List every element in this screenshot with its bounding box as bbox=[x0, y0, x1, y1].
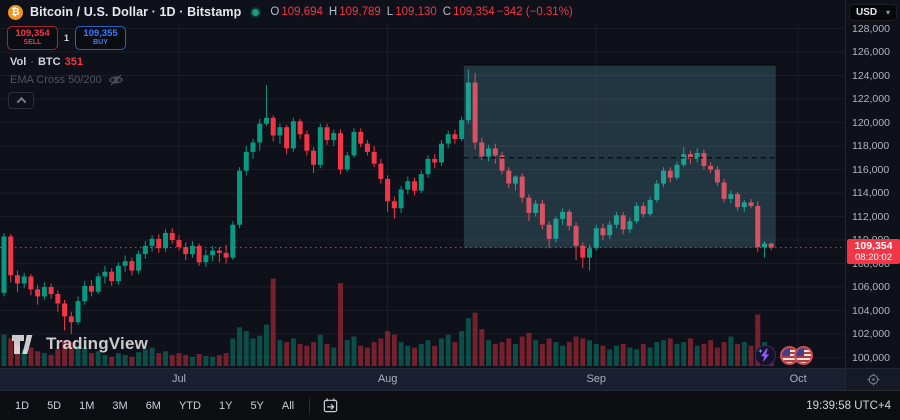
collapse-legend-button[interactable] bbox=[8, 92, 34, 109]
volume-value: 351 bbox=[64, 56, 83, 68]
price-tick-label: 128,000 bbox=[852, 22, 890, 35]
low-label: L bbox=[386, 6, 394, 18]
price-tick-label: 116,000 bbox=[852, 163, 890, 176]
trade-panel: 109,354 SELL 1 109,355 BUY bbox=[7, 26, 127, 50]
low-value: 109,130 bbox=[395, 6, 437, 18]
price-tick-label: 122,000 bbox=[852, 93, 890, 105]
floating-icons bbox=[755, 345, 813, 366]
bar-countdown: 08:20:02 bbox=[855, 252, 892, 263]
price-tick-label: 120,000 bbox=[852, 116, 890, 129]
candlestick-chart-canvas[interactable] bbox=[0, 0, 845, 368]
calendar-icon bbox=[323, 398, 338, 413]
ema-cross-legend[interactable]: EMA Cross 50/200 bbox=[10, 74, 124, 86]
volume-symbol: BTC bbox=[37, 56, 61, 68]
volume-legend[interactable]: Vol · BTC 351 bbox=[10, 56, 83, 68]
range-button-5y[interactable]: 5Y bbox=[250, 399, 264, 412]
lightning-icon bbox=[758, 348, 770, 363]
price-axis[interactable]: 128,000 126,000 124,000 122,000 120,000 118,0… bbox=[845, 0, 900, 368]
chevron-up-icon bbox=[16, 96, 26, 107]
ema-label: EMA Cross 50/200 bbox=[10, 74, 102, 86]
bitcoin-logo-icon: ₿ bbox=[8, 4, 23, 20]
high-value: 109,789 bbox=[339, 6, 381, 18]
tradingview-watermark: TradingView bbox=[12, 334, 148, 354]
time-axis-label-oct: Oct bbox=[789, 373, 807, 385]
range-button-5d[interactable]: 5D bbox=[47, 399, 62, 412]
price-tick-label: 118,000 bbox=[852, 140, 890, 152]
bottom-toolbar: 1D 5D 1M 3M 6M YTD 1Y 5Y All 19:39:58 UTC+4 bbox=[0, 390, 900, 420]
sell-button[interactable]: 109,354 SELL bbox=[7, 26, 58, 50]
gear-icon[interactable] bbox=[866, 373, 880, 386]
toolbar-divider bbox=[309, 397, 311, 414]
ohlc-readout: O 109,694 H 109,789 L 109,130 C 109,354 −342… bbox=[270, 6, 572, 18]
range-button-all[interactable]: All bbox=[281, 399, 295, 412]
currency-caret-icon: ▾ bbox=[885, 8, 890, 17]
clock-display[interactable]: 19:39:58 UTC+4 bbox=[806, 399, 891, 412]
eye-off-icon[interactable] bbox=[108, 74, 124, 86]
time-axis-label-aug: Aug bbox=[377, 373, 398, 385]
volume-title: Vol bbox=[10, 56, 27, 68]
open-label: O bbox=[270, 6, 280, 18]
change-value: −342 (−0.31%) bbox=[496, 6, 573, 18]
sell-label: SELL bbox=[23, 39, 42, 46]
tradingview-logo-icon bbox=[12, 334, 33, 354]
time-axis-label-jul: Jul bbox=[171, 373, 186, 385]
range-button-1d[interactable]: 1D bbox=[15, 399, 30, 412]
price-tick-label: 102,000 bbox=[852, 328, 890, 340]
current-price-value: 109,354 bbox=[854, 240, 893, 252]
range-button-6m[interactable]: 6M bbox=[145, 399, 161, 412]
currency-dropdown[interactable]: USD ▾ bbox=[849, 4, 897, 21]
price-tick-label: 124,000 bbox=[852, 69, 890, 82]
watermark-text: TradingView bbox=[46, 334, 149, 353]
spread-value: 1 bbox=[64, 33, 70, 43]
range-button-ytd[interactable]: YTD bbox=[178, 399, 201, 412]
buy-price: 109,355 bbox=[83, 28, 118, 39]
price-tick-label: 100,000 bbox=[852, 351, 890, 364]
range-button-1m[interactable]: 1M bbox=[79, 399, 95, 412]
price-tick-label: 106,000 bbox=[852, 281, 890, 293]
volume-separator: · bbox=[30, 56, 34, 68]
market-status-icon[interactable] bbox=[252, 8, 260, 16]
symbol-header: ₿ Bitcoin / U.S. Dollar · 1D · Bitstamp … bbox=[0, 0, 845, 24]
date-range-buttons: 1D 5D 1M 3M 6M YTD 1Y 5Y All bbox=[6, 396, 303, 416]
symbol-title[interactable]: Bitcoin / U.S. Dollar · 1D · Bitstamp bbox=[30, 5, 242, 19]
candles[interactable] bbox=[1, 69, 774, 334]
close-value: 109,354 bbox=[453, 6, 495, 18]
high-label: H bbox=[328, 6, 338, 18]
range-selection-box[interactable] bbox=[463, 63, 776, 248]
buy-button[interactable]: 109,355 BUY bbox=[75, 26, 127, 50]
current-price-label: 109,354 08:20:02 bbox=[847, 239, 900, 264]
close-label: C bbox=[442, 6, 452, 18]
price-tick-label: 112,000 bbox=[852, 210, 890, 223]
go-to-date-button[interactable] bbox=[316, 395, 345, 416]
price-tick-label: 104,000 bbox=[852, 304, 890, 317]
axis-settings-corner[interactable] bbox=[845, 368, 900, 390]
time-axis-label-sep: Sep bbox=[586, 373, 607, 385]
range-button-3m[interactable]: 3M bbox=[112, 399, 128, 412]
price-tick-label: 114,000 bbox=[852, 187, 890, 199]
time-axis[interactable]: Jul Aug Sep Oct bbox=[0, 368, 845, 390]
buy-label: BUY bbox=[93, 39, 108, 46]
open-value: 109,694 bbox=[281, 6, 323, 18]
range-button-1y[interactable]: 1Y bbox=[218, 399, 233, 412]
ai-assistant-icon[interactable] bbox=[755, 345, 776, 366]
volume-bars bbox=[1, 278, 774, 366]
sell-price: 109,354 bbox=[15, 28, 50, 39]
us-flag-icon[interactable] bbox=[794, 346, 813, 365]
price-tick-label: 126,000 bbox=[852, 46, 890, 58]
currency-value: USD bbox=[856, 7, 878, 18]
